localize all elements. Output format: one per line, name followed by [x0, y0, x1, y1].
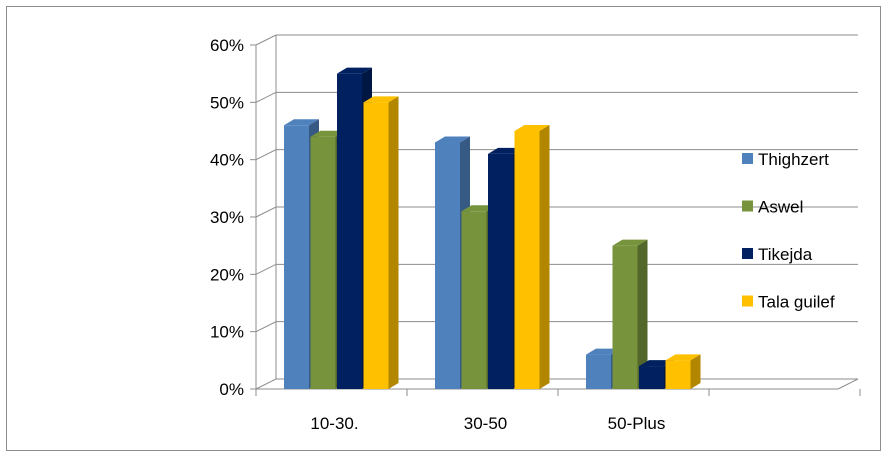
bar-front: [363, 102, 389, 389]
legend-label: Tikejda: [758, 245, 813, 264]
bar: [363, 96, 399, 389]
bar: [514, 125, 550, 389]
y-tick-label: 60%: [210, 36, 244, 55]
bar-side: [388, 96, 399, 389]
x-category-label: 10-30.: [310, 414, 358, 433]
legend-swatch: [742, 248, 753, 259]
bar-top: [310, 130, 346, 137]
bar-front: [612, 245, 638, 389]
y-tick-label: 20%: [210, 265, 244, 284]
chart-legend: Thighzert Aswel Tikejda Tala guilef: [742, 150, 835, 312]
bar-front: [435, 142, 460, 389]
bar-top: [514, 125, 550, 131]
bar-top: [612, 239, 648, 246]
bar-front: [337, 73, 362, 390]
y-tick-label: 40%: [210, 151, 244, 170]
legend-label: Aswel: [758, 198, 803, 217]
x-category-label: 30-50: [464, 414, 507, 433]
bar-top: [363, 96, 399, 103]
bar-front: [310, 136, 336, 389]
bar-top: [435, 136, 470, 143]
floor-edge: [837, 378, 859, 390]
bar-side: [539, 125, 550, 389]
bar: [612, 239, 648, 389]
legend-label: Thighzert: [758, 150, 829, 169]
bar-top: [639, 360, 674, 367]
x-axis-categories: 10-30. 30-50 50-Plus: [255, 389, 861, 433]
y-axis-ticks: 0% 10% 20% 30% 40% 50% 60%: [210, 36, 244, 399]
y-tick-label: 0%: [219, 380, 244, 399]
legend-swatch: [742, 295, 753, 307]
legend-label: Tala guilef: [758, 293, 835, 312]
bar-side: [690, 354, 701, 389]
bar-top: [337, 67, 372, 74]
bar-front: [514, 131, 540, 389]
y-tick-label: 10%: [210, 323, 244, 342]
y-tick-label: 50%: [210, 93, 244, 112]
bar: [665, 354, 701, 389]
bar-top: [488, 147, 523, 154]
bar-side: [637, 239, 648, 389]
bar-top: [586, 348, 621, 355]
x-category-label: 50-Plus: [608, 414, 666, 433]
legend-swatch: [742, 153, 753, 164]
bar-front: [586, 354, 611, 389]
y-tick-label: 30%: [210, 208, 244, 227]
bar-top: [284, 119, 319, 126]
bar-top: [461, 205, 497, 212]
bar-front: [639, 366, 664, 389]
bar-front: [284, 125, 309, 390]
chart-bars: [284, 67, 701, 390]
legend-swatch: [742, 200, 753, 212]
bar-front: [461, 211, 487, 389]
bar-top: [665, 354, 701, 361]
gridline: [255, 34, 858, 46]
bar-front: [488, 153, 513, 389]
bar-front: [665, 360, 691, 389]
